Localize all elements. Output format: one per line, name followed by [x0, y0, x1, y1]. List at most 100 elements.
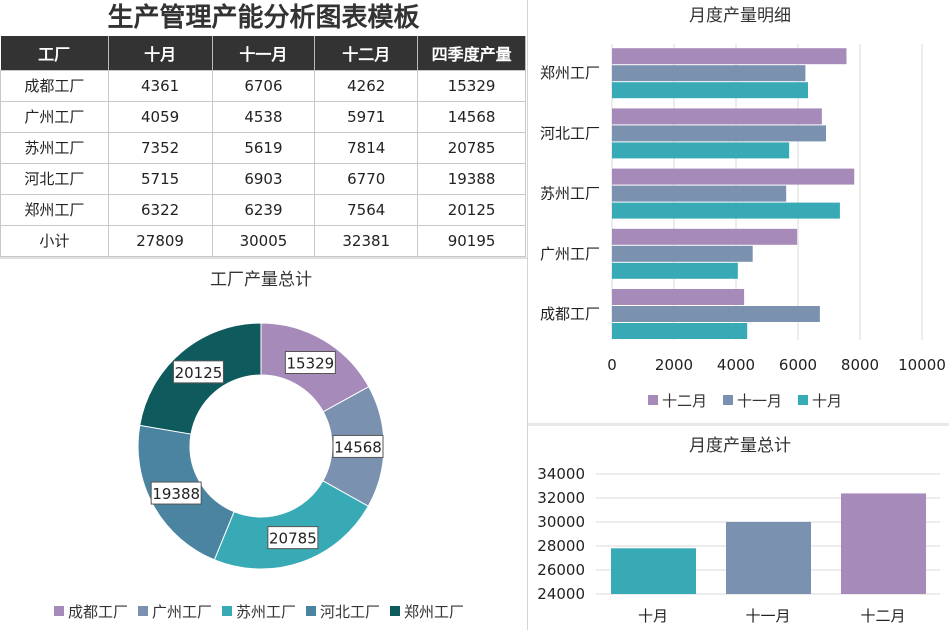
- table-cell: 15329: [417, 69, 526, 102]
- table-cell: 7564: [314, 193, 419, 226]
- page-title: 生产管理产能分析图表模板: [107, 3, 420, 33]
- y-tick-label: 24000: [537, 585, 585, 603]
- legend-swatch: [138, 606, 148, 616]
- divider: [0, 257, 527, 259]
- bar: [612, 202, 840, 219]
- table-row: 成都工厂 4361 6706 4262 15329: [0, 69, 526, 102]
- legend-swatch: [390, 606, 400, 616]
- bar: [841, 493, 926, 594]
- x-tick-label: 4000: [717, 356, 755, 374]
- table-cell: 5715: [107, 162, 213, 195]
- table-cell: 苏州工厂: [0, 131, 109, 164]
- column-header: 十一月: [212, 36, 316, 70]
- bar: [612, 323, 748, 339]
- production-table: 工厂 十月 十一月 十二月 四季度产量 成都工厂 4361 6706 4262 15329 广州工…: [0, 36, 526, 257]
- table-cell: 30005: [211, 224, 316, 257]
- bar: [612, 262, 738, 279]
- y-tick-label: 32000: [537, 489, 585, 507]
- y-category-label: 广州工厂: [540, 245, 600, 263]
- table-cell: 7814: [314, 131, 419, 164]
- data-label-box: [267, 526, 319, 550]
- table-cell: 郑州工厂: [0, 193, 109, 226]
- table-cell: 20785: [417, 131, 526, 164]
- table-cell: 27809: [107, 224, 213, 257]
- x-tick-label: 8000: [841, 356, 879, 374]
- legend-swatch: [222, 606, 232, 616]
- bar: [612, 82, 808, 99]
- legend-label: 成都工厂: [68, 603, 128, 621]
- legend-label: 广州工厂: [152, 603, 212, 621]
- x-tick-label: 6000: [779, 356, 817, 374]
- bar: [612, 108, 822, 125]
- table-row: 苏州工厂 7352 5619 7814 20785: [0, 131, 526, 164]
- data-label: 14568: [334, 438, 382, 456]
- data-label-box: [332, 434, 384, 458]
- table-cell: 32381: [314, 224, 419, 257]
- bar: [612, 306, 820, 322]
- x-category-label: 十月: [638, 607, 668, 625]
- table-cell: 4059: [107, 100, 213, 133]
- y-tick-label: 26000: [537, 561, 585, 579]
- table-row: 广州工厂 4059 4538 5971 14568: [0, 100, 526, 133]
- bar: [612, 185, 787, 202]
- table-header: 工厂 十月 十一月 十二月 四季度产量: [0, 36, 526, 70]
- y-category-label: 郑州工厂: [540, 64, 600, 82]
- table-cell: 4262: [314, 69, 419, 102]
- bar: [612, 142, 790, 159]
- bar: [611, 548, 696, 594]
- bar: [612, 125, 826, 142]
- table-cell: 19388: [417, 162, 526, 195]
- table-cell: 90195: [417, 224, 526, 257]
- legend-label: 十二月: [662, 392, 707, 410]
- x-tick-label: 2000: [655, 356, 693, 374]
- x-category-label: 十一月: [745, 607, 790, 625]
- legend-swatch: [798, 395, 808, 405]
- table-cell: 6322: [107, 193, 213, 226]
- legend-label: 河北工厂: [320, 603, 380, 621]
- data-label-box: [150, 481, 202, 505]
- legend-swatch: [54, 606, 64, 616]
- table-cell: 20125: [417, 193, 526, 226]
- legend-label: 十一月: [737, 392, 782, 410]
- y-tick-label: 34000: [537, 465, 585, 483]
- column-header: 工厂: [0, 36, 109, 70]
- table-cell: 广州工厂: [0, 100, 109, 133]
- y-tick-label: 28000: [537, 537, 585, 555]
- legend-label: 苏州工厂: [236, 603, 296, 621]
- y-category-label: 成都工厂: [540, 305, 600, 323]
- table-cell: 7352: [107, 131, 213, 164]
- table-cell: 成都工厂: [0, 69, 109, 102]
- x-tick-label: 10000: [898, 356, 946, 374]
- column-header: 十月: [108, 36, 213, 70]
- bar: [726, 521, 811, 594]
- legend-label: 郑州工厂: [404, 603, 464, 621]
- table-cell: 4361: [107, 69, 213, 102]
- column-header: 十二月: [314, 36, 419, 70]
- table-row: 郑州工厂 6322 6239 7564 20125: [0, 193, 526, 226]
- table-cell: 6706: [211, 69, 316, 102]
- legend-swatch: [306, 606, 316, 616]
- table-row: 小计 27809 30005 32381 90195: [0, 224, 526, 257]
- bar: [612, 245, 753, 262]
- x-category-label: 十二月: [860, 607, 905, 625]
- bar: [612, 289, 745, 305]
- table-cell: 小计: [0, 224, 109, 257]
- bar-chart-title: 月度产量明细: [689, 6, 791, 26]
- divider: [527, 0, 528, 630]
- data-label: 20125: [175, 364, 223, 382]
- column-header: 四季度产量: [417, 36, 526, 70]
- y-category-label: 河北工厂: [540, 124, 600, 142]
- legend-swatch: [723, 395, 733, 405]
- bar: [612, 228, 798, 245]
- data-label: 19388: [152, 485, 200, 503]
- data-label-box: [284, 351, 336, 375]
- column-chart-title: 月度产量总计: [689, 436, 791, 456]
- data-label-box: [172, 360, 224, 384]
- y-tick-label: 30000: [537, 513, 585, 531]
- donut-title: 工厂产量总计: [210, 270, 312, 290]
- data-label: 20785: [269, 530, 317, 548]
- donut-slice: [213, 480, 369, 570]
- legend-swatch: [648, 395, 658, 405]
- bar: [612, 48, 847, 65]
